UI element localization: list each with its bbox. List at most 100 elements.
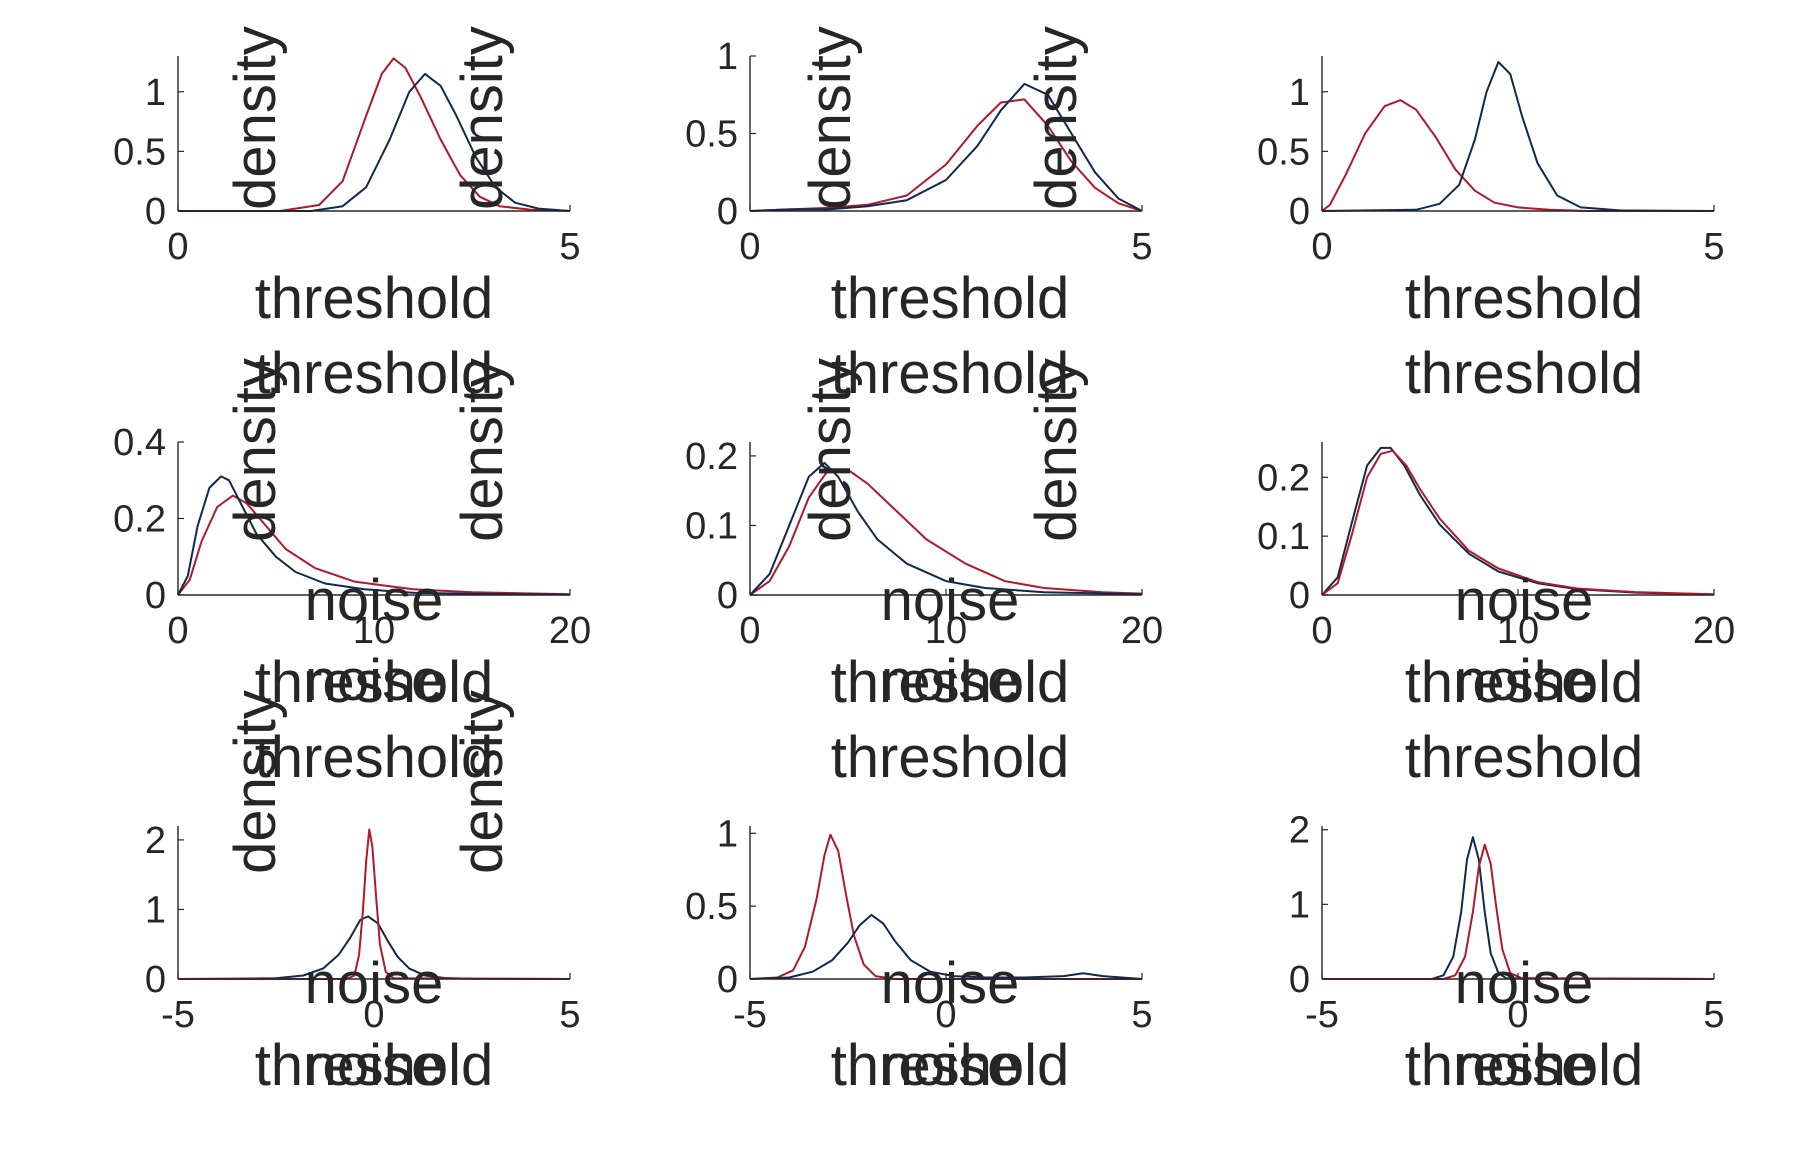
panel-r3c2-y-tick-label: 0.5 <box>685 886 738 928</box>
panel-r3c1-series-2-line <box>178 828 571 980</box>
panel-r1c2-series-2-line <box>749 82 1143 212</box>
panel-r2c3-y-tick-label: 0.1 <box>1257 516 1310 558</box>
x-axis-label-threshold: threshold <box>1405 650 1644 715</box>
panel-r3c1-x-tick-label: -5 <box>161 994 195 1036</box>
x-axis-label-threshold: threshold <box>255 341 494 406</box>
x-axis-label-noise: noise <box>881 568 1020 633</box>
panel-r2c1-x-tick-label: 10 <box>353 610 395 652</box>
y-axis-label-density: density <box>1024 26 1089 210</box>
panel-r3c3-y-tick-label: 1 <box>1289 884 1310 926</box>
x-axis-label-noise: noise <box>881 1033 1020 1098</box>
x-axis-label-threshold: threshold <box>831 650 1070 715</box>
panel-r3c2-x-tick-label: 0 <box>935 994 956 1036</box>
panel-r2c1-series-2-line <box>177 475 571 596</box>
panel-r2c2-x-tick-label: 0 <box>739 610 760 652</box>
x-axis-label-noise: noise <box>881 648 1020 713</box>
x-axis-label-threshold: threshold <box>255 266 494 331</box>
y-axis-label-density: density <box>450 26 515 210</box>
y-axis-label-density: density <box>223 358 288 542</box>
panel-r3c2-y-tick-label: 0 <box>717 959 738 1001</box>
panel-r2c2-series-1-line <box>749 468 1143 596</box>
panel-r3c3-x-tick-label: 0 <box>1507 994 1528 1036</box>
y-axis-label-density: density <box>450 358 515 542</box>
panel-r1c3-y-tick-label: 0 <box>1289 191 1310 233</box>
panel-r2c3-y-tick-label: 0.2 <box>1257 457 1310 499</box>
y-axis-label-density: density <box>223 26 288 210</box>
x-axis-label-noise: noise <box>305 648 444 713</box>
x-axis-label-threshold: threshold <box>831 266 1070 331</box>
panel-r3c1-y-tick-label: 2 <box>145 820 166 862</box>
y-axis-label-density: density <box>223 690 288 874</box>
panel-r3c3-x-tick-label: 5 <box>1703 994 1724 1036</box>
panel-r1c3-x-tick-label: 0 <box>1311 226 1332 268</box>
x-axis-label-threshold: threshold <box>255 725 494 790</box>
panel-r1c1-series-2-line <box>178 72 571 212</box>
panel-r1c2-x-tick-label: 5 <box>1131 226 1152 268</box>
panel-r1c1-x-tick-label: 5 <box>559 226 580 268</box>
x-axis-label-threshold: threshold <box>255 650 494 715</box>
panel-r1c3-x-tick-label: 5 <box>1703 226 1724 268</box>
panel-r3c3-y-tick-label: 0 <box>1289 959 1310 1001</box>
x-axis-label-noise: noise <box>305 568 444 633</box>
x-axis-label-threshold: threshold <box>831 725 1070 790</box>
panel-r3c2-series-1-line <box>749 833 1142 980</box>
panel-r1c2-x-tick-label: 0 <box>739 226 760 268</box>
panel-r1c3-y-tick-label: 0.5 <box>1257 131 1310 173</box>
y-axis-label-density: density <box>798 358 863 542</box>
panel-r3c1-y-tick-label: 1 <box>145 889 166 931</box>
panel-r3c3-y-tick-label: 2 <box>1289 810 1310 852</box>
x-axis-label-threshold: threshold <box>831 341 1070 406</box>
panel-r3c3-x-tick-label: -5 <box>1305 994 1339 1036</box>
x-axis-label-noise: noise <box>881 951 1020 1016</box>
panel-r2c1-x-tick-label: 20 <box>549 610 591 652</box>
x-axis-label-threshold: threshold <box>1405 1033 1644 1098</box>
panel-r2c1-series-1-line <box>177 494 571 596</box>
panel-r3c1-y-tick-label: 0 <box>145 959 166 1001</box>
panel-r2c2-y-tick-label: 0 <box>717 575 738 617</box>
panel-r2c3-x-tick-label: 10 <box>1497 610 1539 652</box>
panel-r2c3-series-2-line <box>1321 449 1715 596</box>
x-axis-label-threshold: threshold <box>1405 341 1644 406</box>
panel-r2c1-x-tick-label: 0 <box>167 610 188 652</box>
x-axis-label-threshold: threshold <box>831 1033 1070 1098</box>
y-axis-label-density: density <box>798 26 863 210</box>
panel-r2c2-x-tick-label: 10 <box>925 610 967 652</box>
panel-r1c2-y-tick-label: 1 <box>717 36 738 78</box>
panel-r1c3-series-1-line <box>1321 99 1714 212</box>
y-axis-label-density: density <box>1024 358 1089 542</box>
panel-r1c1-y-tick-label: 0.5 <box>113 131 166 173</box>
panel-r2c1-y-tick-label: 0.4 <box>113 422 166 464</box>
panel-r2c1-y-tick-label: 0.2 <box>113 499 166 541</box>
panel-r3c1-x-tick-label: 5 <box>559 994 580 1036</box>
y-axis-label-density: density <box>450 690 515 874</box>
x-axis-label-noise: noise <box>305 1033 444 1098</box>
panel-r3c3-series-1-line <box>1322 836 1715 980</box>
panel-r2c2-y-tick-label: 0.1 <box>685 505 738 547</box>
panel-r1c3-series-2-line <box>1321 61 1715 212</box>
x-axis-label-threshold: threshold <box>1405 725 1644 790</box>
panel-r1c1-y-tick-label: 0 <box>145 191 166 233</box>
panel-r1c1-x-tick-label: 0 <box>167 226 188 268</box>
panel-r1c1-y-tick-label: 1 <box>145 72 166 114</box>
x-axis-label-noise: noise <box>1455 1033 1594 1098</box>
panel-r3c2-x-tick-label: 5 <box>1131 994 1152 1036</box>
panel-r3c1-series-1-line <box>177 915 571 980</box>
x-axis-label-noise: noise <box>1455 648 1594 713</box>
panel-r2c2-x-tick-label: 20 <box>1121 610 1163 652</box>
panel-r3c2-y-tick-label: 1 <box>717 813 738 855</box>
panel-r1c2-y-tick-label: 0 <box>717 191 738 233</box>
x-axis-label-noise: noise <box>1455 951 1594 1016</box>
panel-r3c2-series-2-line <box>749 913 1143 980</box>
panel-r1c2-series-1-line <box>749 98 1143 212</box>
panel-r2c2-y-tick-label: 0.2 <box>685 436 738 478</box>
panel-r2c3-y-tick-label: 0 <box>1289 575 1310 617</box>
panel-r3c1-x-tick-label: 0 <box>363 994 384 1036</box>
panel-r2c2-series-2-line <box>749 461 1143 596</box>
panel-r1c1-series-1-line <box>178 57 571 212</box>
x-axis-label-threshold: threshold <box>1405 266 1644 331</box>
panel-r1c3-y-tick-label: 1 <box>1289 72 1310 114</box>
x-axis-label-noise: noise <box>1455 568 1594 633</box>
panel-r3c3-series-2-line <box>1322 843 1715 980</box>
